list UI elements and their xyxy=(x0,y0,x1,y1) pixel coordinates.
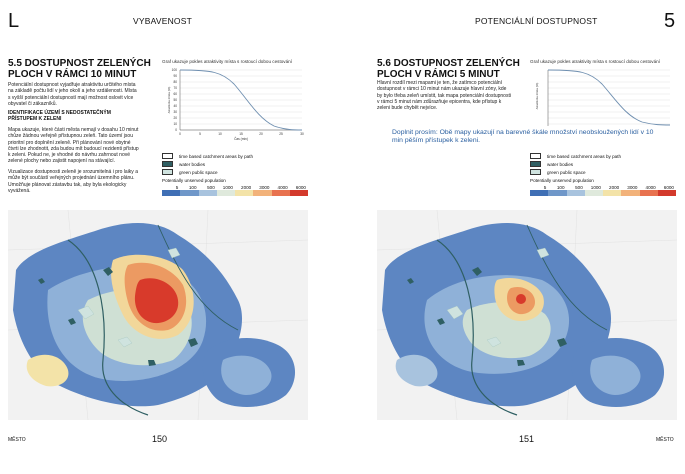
scale-value: 100 xyxy=(188,185,197,190)
xtick: 5 xyxy=(199,132,201,136)
right-footer: MĚSTO xyxy=(656,437,674,443)
ytick: 50 xyxy=(173,98,177,102)
right-header: POTENCIÁLNÍ DOSTUPNOST xyxy=(475,16,598,26)
left-subheading: IDENTIFIKACE ÚZEMÍ S NEDOSTATEČNÝM PŘÍST… xyxy=(8,110,111,122)
water-swatch xyxy=(530,161,541,167)
catchment-swatch xyxy=(530,153,541,159)
legend-green: green public space xyxy=(547,169,586,175)
color-scale xyxy=(162,190,308,196)
xtick: 25 xyxy=(279,132,283,136)
left-title: 5.5 DOSTUPNOST ZELENÝCH PLOCH V RÁMCI 10… xyxy=(8,58,151,80)
ylabel: Atraktivita místa (%) xyxy=(535,83,539,110)
ytick: 40 xyxy=(173,104,177,108)
scale-value: 1000 xyxy=(590,185,601,190)
left-graph-title: Graf ukazuje pokles atraktivity místa s … xyxy=(162,59,292,64)
left-para3: Vizualizace dostupnosti zeleně je srozum… xyxy=(8,169,138,194)
ytick: 70 xyxy=(173,86,177,90)
scale-value: 4000 xyxy=(645,185,656,190)
ytick: 30 xyxy=(173,110,177,114)
legend-water: water bodies xyxy=(547,161,574,167)
scale-value: 3000 xyxy=(627,185,638,190)
ytick: 0 xyxy=(175,128,177,132)
scale-value: 4000 xyxy=(277,185,288,190)
ylabel: Atraktivita místa (%) xyxy=(167,87,171,114)
xlabel: Čas (min) xyxy=(234,136,248,141)
xtick: 15 xyxy=(239,132,243,136)
ytick: 100 xyxy=(172,68,178,72)
xtick: 20 xyxy=(259,132,263,136)
right-title: 5.6 DOSTUPNOST ZELENÝCH PLOCH V RÁMCI 5 … xyxy=(377,58,520,80)
green-swatch xyxy=(162,169,173,175)
ytick: 90 xyxy=(173,74,177,78)
right-note: Doplnit prosím: Obě mapy ukazují na bare… xyxy=(392,129,654,144)
legend-green: green public space xyxy=(179,169,218,175)
scale-value: 1000 xyxy=(222,185,233,190)
color-scale xyxy=(530,190,676,196)
scale-value: 6000 xyxy=(295,185,306,190)
legend-scale-title: Potentially unserved population xyxy=(162,178,226,183)
ytick: 60 xyxy=(173,92,177,96)
scale-value: 500 xyxy=(207,185,215,190)
left-header: VYBAVENOST xyxy=(133,16,192,26)
ytick: 20 xyxy=(173,116,177,120)
left-legend: time based catchment areas by path water… xyxy=(162,152,308,196)
scale-value: 6000 xyxy=(663,185,674,190)
legend-scale-title: Potentially unserved population xyxy=(530,178,594,183)
right-legend: time based catchment areas by path water… xyxy=(530,152,676,196)
ytick: 10 xyxy=(173,122,177,126)
left-decay-graph: 100 90 80 70 60 50 40 30 20 10 0 0 5 10 … xyxy=(167,68,304,141)
catchment-swatch xyxy=(162,153,173,159)
right-para1: Hlavní rozdíl mezi mapami je ten, že zat… xyxy=(377,80,511,112)
left-page-letter: L xyxy=(8,10,20,32)
legend-catchment: time based catchment areas by path xyxy=(179,153,254,159)
scale-value: 2000 xyxy=(241,185,252,190)
right-graph-title: Graf ukazuje pokles atraktivity místa s … xyxy=(530,59,660,64)
legend-water: water bodies xyxy=(179,161,206,167)
scale-value: 5 xyxy=(543,185,547,190)
left-footer: MĚSTO xyxy=(8,437,26,443)
left-para2: Mapa ukazuje, které části města nemají v… xyxy=(8,127,139,165)
scale-value: 5 xyxy=(175,185,179,190)
left-page-number: 150 xyxy=(152,434,168,444)
right-map xyxy=(377,210,677,420)
scale-value: 2000 xyxy=(609,185,620,190)
xtick: 10 xyxy=(218,132,222,136)
water-swatch xyxy=(162,161,173,167)
right-page-number: 151 xyxy=(519,434,535,444)
left-para1: Potenciální dostupnost vyjadřuje atrakti… xyxy=(8,82,137,107)
scale-value: 500 xyxy=(575,185,583,190)
scale-value: 100 xyxy=(556,185,565,190)
ytick: 80 xyxy=(173,80,177,84)
right-page-letter: 5 xyxy=(664,10,676,32)
left-map xyxy=(8,210,308,420)
scale-value: 3000 xyxy=(259,185,270,190)
green-swatch xyxy=(530,169,541,175)
legend-catchment: time based catchment areas by path xyxy=(547,153,622,159)
xtick: 0 xyxy=(179,132,181,136)
right-decay-graph: Atraktivita místa (%) xyxy=(535,69,671,126)
xtick: 30 xyxy=(300,132,304,136)
